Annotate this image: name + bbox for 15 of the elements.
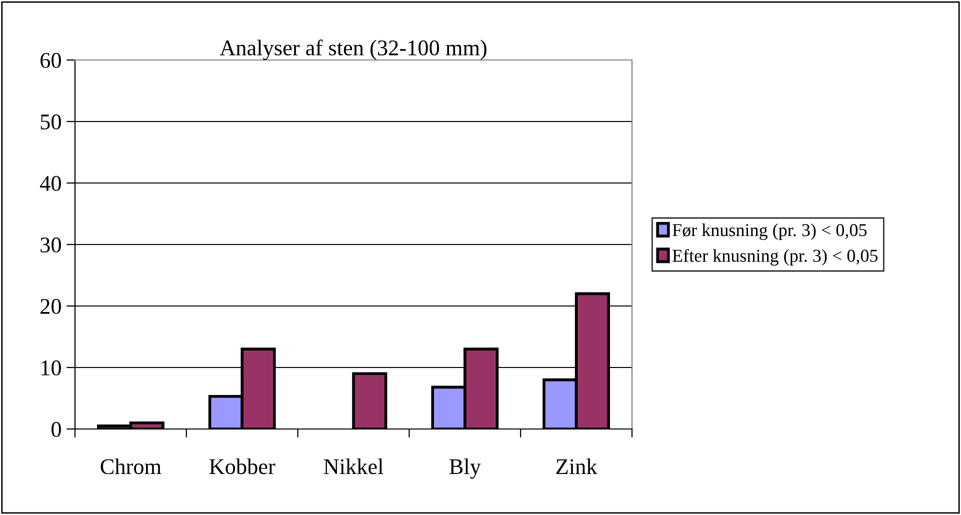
x-tick-label: Kobber xyxy=(209,458,276,474)
y-tick-label: 20 xyxy=(40,298,61,314)
legend-label: Efter knusning (pr. 3) < 0,05 xyxy=(672,248,878,266)
y-tick-label: 50 xyxy=(40,114,61,130)
y-tick-label: 40 xyxy=(40,176,61,191)
chart-title: Analyser af sten (32-100 mm) xyxy=(220,40,486,60)
x-tick-label: Nikkel xyxy=(324,458,384,474)
x-tick-label: Chrom xyxy=(100,458,162,474)
legend-label: Før knusning (pr. 3) < 0,05 xyxy=(672,224,867,240)
x-tick-label: Bly xyxy=(449,458,481,479)
y-tick-label: 30 xyxy=(40,237,61,252)
x-tick-label: Zink xyxy=(556,458,598,474)
y-tick-label: 0 xyxy=(52,422,61,437)
y-tick-label: 60 xyxy=(40,52,61,68)
y-tick-label: 10 xyxy=(42,360,61,376)
